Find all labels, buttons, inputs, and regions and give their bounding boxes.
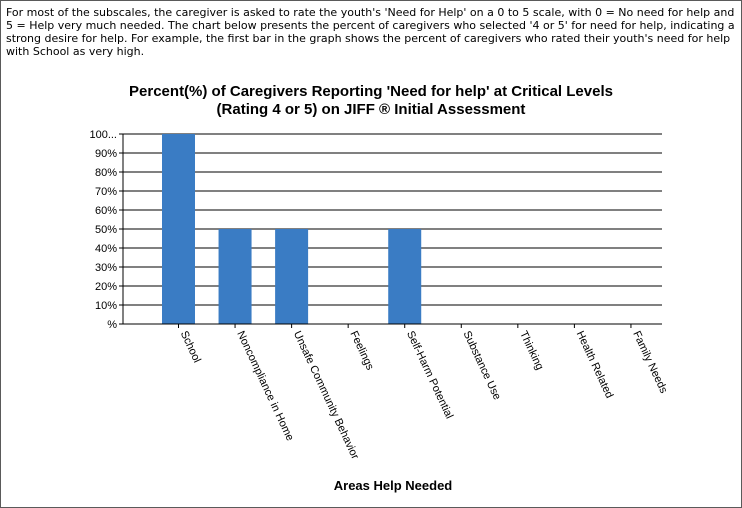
y-tick-label: 10% [95, 300, 117, 312]
bar [275, 229, 309, 324]
intro-paragraph: For most of the subscales, the caregiver… [6, 6, 735, 58]
x-category-label: School [178, 329, 203, 365]
bar [218, 229, 252, 324]
x-axis-title: Areas Help Needed [334, 478, 453, 493]
bar [162, 134, 195, 324]
y-tick-label: 100... [89, 129, 117, 141]
x-category-label: Substance Use [461, 329, 503, 402]
x-category-label: Feelings [347, 329, 376, 372]
bar [388, 229, 422, 324]
x-category-label: Self-Harm Potential [404, 329, 455, 421]
chart-subtitle: (Rating 4 or 5) on JIFF ® Initial Assess… [217, 101, 526, 118]
x-category-label: Unsafe Community Behavior [291, 329, 361, 461]
axes [119, 133, 662, 328]
x-category-label: Noncompliance in Home [234, 329, 296, 443]
y-tick-label: 30% [95, 262, 117, 274]
x-category-label: Family Needs [630, 329, 670, 395]
y-tick-label: 80% [95, 167, 117, 179]
y-tick-label: % [107, 319, 117, 331]
bars [162, 134, 422, 324]
x-category-label: Health Related [574, 329, 616, 400]
y-tick-label: 50% [95, 224, 117, 236]
y-tick-label: 60% [95, 205, 117, 217]
y-tick-label: 40% [95, 243, 117, 255]
chart-title: Percent(%) of Caregivers Reporting 'Need… [129, 83, 613, 100]
y-tick-label: 90% [95, 148, 117, 160]
x-category-label: Thinking [517, 329, 545, 372]
y-tick-label: 20% [95, 281, 117, 293]
y-tick-labels: % 10% 20% 30% 40% 50% 60% 70% 80% 90% 100... [89, 129, 117, 331]
y-tick-label: 70% [95, 186, 117, 198]
